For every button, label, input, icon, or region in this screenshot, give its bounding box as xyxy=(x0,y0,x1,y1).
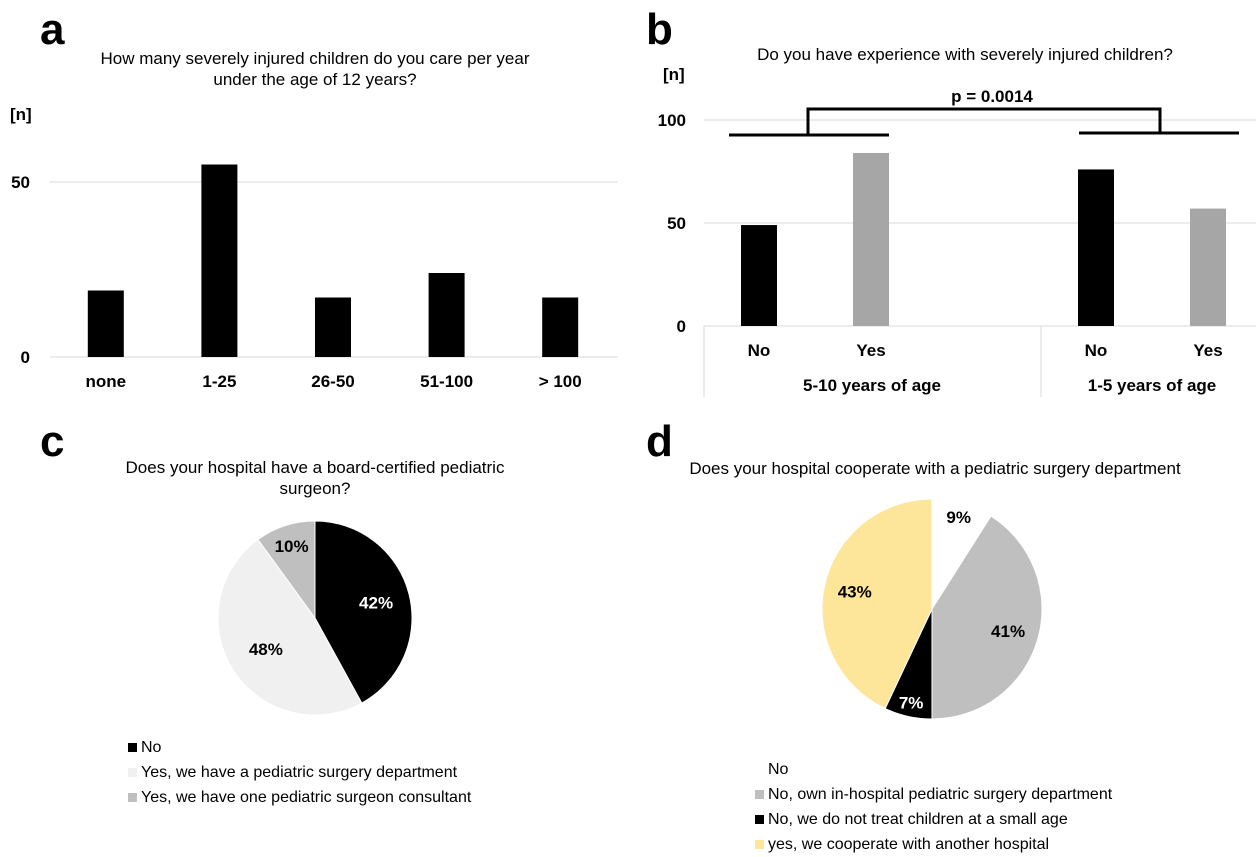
significance-bracket xyxy=(806,107,1162,135)
y-tick-label: 0 xyxy=(21,348,30,367)
legend-swatch xyxy=(755,815,764,824)
legend-label: yes, we cooperate with another hospital xyxy=(768,835,1050,853)
chart-c-legend: No Yes, we have a pediatric surgery depar… xyxy=(128,735,471,810)
chart-c-title-line2: surgeon? xyxy=(279,479,351,498)
y-tick-label: 50 xyxy=(11,173,30,192)
legend-label: No, own in-hospital pediatric surgery de… xyxy=(768,785,1113,803)
panel-label-c: c xyxy=(40,417,65,466)
x-tick-label: > 100 xyxy=(539,372,582,391)
legend-swatch xyxy=(128,743,137,752)
y-tick-label: 0 xyxy=(677,317,686,336)
y-axis-label: [n] xyxy=(10,105,32,124)
slice-label: 9% xyxy=(946,508,971,527)
chart-d-title: Does your hospital cooperate with a pedi… xyxy=(689,459,1181,478)
legend-swatch xyxy=(128,768,137,777)
x-tick-label: No xyxy=(748,341,771,360)
bar xyxy=(1190,208,1226,326)
x-tick-label: Yes xyxy=(1193,341,1222,360)
legend-swatch xyxy=(755,840,764,849)
x-tick-label: none xyxy=(85,372,126,391)
chart-a-title: How many severely injured children do yo… xyxy=(40,48,590,90)
y-axis-label: [n] xyxy=(663,65,685,84)
bar xyxy=(542,297,579,357)
bar xyxy=(315,297,351,357)
chart-d-legend: No No, own in-hospital pediatric surgery … xyxy=(755,757,1112,857)
legend-item: No xyxy=(128,735,471,760)
legend-item: Yes, we have one pediatric surgeon consu… xyxy=(128,785,471,810)
group-label: 5-10 years of age xyxy=(803,376,941,395)
bar xyxy=(1078,169,1114,326)
slice-label: 41% xyxy=(991,622,1025,641)
slice-label: 7% xyxy=(899,693,924,712)
bar xyxy=(428,273,465,357)
panel-label-d: d xyxy=(646,417,673,466)
panel-label-a: a xyxy=(40,5,65,54)
chart-a-title-line1: How many severely injured children do yo… xyxy=(100,49,530,68)
legend-item: No xyxy=(755,757,1112,782)
x-tick-label: 1-25 xyxy=(202,372,236,391)
pie-slice xyxy=(931,515,1043,720)
legend-swatch xyxy=(755,765,764,774)
y-tick-label: 100 xyxy=(658,111,686,130)
bar xyxy=(201,164,238,357)
legend-swatch xyxy=(755,790,764,799)
pie-slice xyxy=(314,520,413,704)
x-tick-label: 51-100 xyxy=(420,372,473,391)
x-tick-label: 26-50 xyxy=(311,372,354,391)
bar xyxy=(741,225,777,326)
pie-slice xyxy=(821,498,933,710)
panel-label-b: b xyxy=(646,5,673,54)
legend-item: Yes, we have a pediatric surgery departm… xyxy=(128,760,471,785)
slice-label: 43% xyxy=(838,583,872,602)
legend-item: No, own in-hospital pediatric surgery de… xyxy=(755,782,1112,807)
chart-b-title: Do you have experience with severely inj… xyxy=(757,45,1173,64)
x-tick-label: Yes xyxy=(856,341,885,360)
legend-label: Yes, we have a pediatric surgery departm… xyxy=(141,763,458,781)
legend-label: Yes, we have one pediatric surgeon consu… xyxy=(141,788,472,806)
slice-label: 48% xyxy=(249,640,283,659)
legend-swatch xyxy=(128,793,137,802)
slice-label: 42% xyxy=(359,593,393,612)
legend-label: No xyxy=(768,760,789,778)
legend-item: yes, we cooperate with another hospital xyxy=(755,832,1112,857)
bar xyxy=(853,152,889,326)
pie-slice xyxy=(257,520,316,620)
slice-label: 10% xyxy=(275,537,309,556)
y-tick-label: 50 xyxy=(667,214,686,233)
chart-a-title-line2: under the age of 12 years? xyxy=(213,70,417,89)
chart-c-title: Does your hospital have a board-certifie… xyxy=(40,457,590,499)
x-tick-label: No xyxy=(1085,341,1108,360)
p-value-annotation: p = 0.0014 xyxy=(951,87,1033,106)
pie-slice xyxy=(217,538,363,716)
bar xyxy=(87,290,124,357)
legend-label: No, we do not treat children at a small … xyxy=(768,810,1068,828)
group-label: 1-5 years of age xyxy=(1088,376,1217,395)
legend-item: No, we do not treat children at a small … xyxy=(755,807,1112,832)
legend-label: No xyxy=(141,738,162,756)
chart-c-title-line1: Does your hospital have a board-certifie… xyxy=(125,458,505,477)
